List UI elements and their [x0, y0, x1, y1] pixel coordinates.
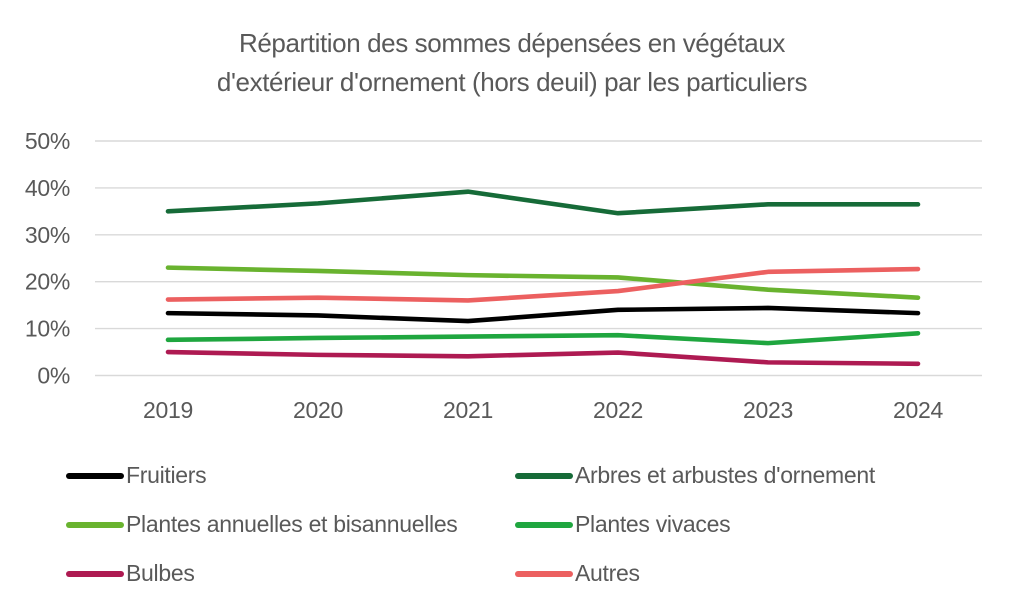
chart-title-line-2: d'extérieur d'ornement (hors deuil) par …	[216, 67, 808, 97]
legend-swatch	[66, 472, 124, 479]
x-axis: 2019 2020 2021 2022 2023 2024	[143, 397, 944, 423]
legend-item: Fruitiers	[66, 462, 515, 489]
y-axis-tick-label: 20%	[25, 269, 70, 295]
legend-item: Arbres et arbustes d'ornement	[515, 462, 966, 489]
legend-label: Bulbes	[126, 560, 195, 586]
x-axis-tick-label: 2020	[293, 397, 343, 423]
plot-area: 0%10%20%30%40%50% 2019 2020 2021 2022 2023 20…	[25, 128, 982, 423]
x-axis-tick-label: 2024	[893, 397, 943, 423]
y-axis: 0% 10% 20% 30% 40% 50%	[25, 128, 70, 389]
legend-label: Plantes vivaces	[575, 511, 731, 537]
legend-item: Plantes annuelles et bisannuelles	[66, 511, 515, 538]
legend-item: Autres	[515, 560, 966, 587]
legend-swatch	[515, 570, 573, 577]
chart-title: Répartition des sommes dépensées en végé…	[0, 24, 1024, 102]
legend-label: Fruitiers	[126, 462, 207, 488]
series-line-plantes-vivaces	[165, 330, 921, 346]
series-lines	[165, 189, 921, 367]
gridlines	[95, 140, 982, 377]
series-line-autres	[165, 266, 921, 303]
x-axis-tick-label: 2022	[593, 397, 643, 423]
y-axis-tick-label: 0%	[37, 363, 70, 389]
legend-swatch	[66, 521, 124, 528]
legend-swatch	[515, 521, 573, 528]
legend: Fruitiers Arbres et arbustes d'ornement Pl…	[66, 451, 966, 598]
legend-label: Plantes annuelles et bisannuelles	[126, 511, 458, 537]
x-axis-tick-label: 2021	[443, 397, 493, 423]
series-line-arbres-et-arbustes-d-ornement	[165, 189, 921, 216]
legend-item: Plantes vivaces	[515, 511, 966, 538]
series-line-bulbes	[165, 349, 921, 367]
legend-swatch	[515, 472, 573, 479]
chart-title-line-1: Répartition des sommes dépensées en végé…	[238, 28, 786, 58]
legend-item: Bulbes	[66, 560, 515, 587]
x-axis-tick-label: 2019	[143, 397, 193, 423]
y-axis-tick-label: 10%	[25, 316, 70, 342]
legend-label: Autres	[575, 560, 640, 586]
y-axis-tick-label: 30%	[25, 222, 70, 248]
y-axis-tick-label: 40%	[25, 175, 70, 201]
legend-swatch	[66, 570, 124, 577]
y-axis-tick-label: 50%	[25, 128, 70, 154]
legend-label: Arbres et arbustes d'ornement	[575, 462, 875, 488]
x-axis-tick-label: 2023	[743, 397, 793, 423]
series-line-fruitiers	[165, 305, 921, 324]
series-line-plantes-annuelles-et-bisannuelles	[165, 265, 921, 300]
